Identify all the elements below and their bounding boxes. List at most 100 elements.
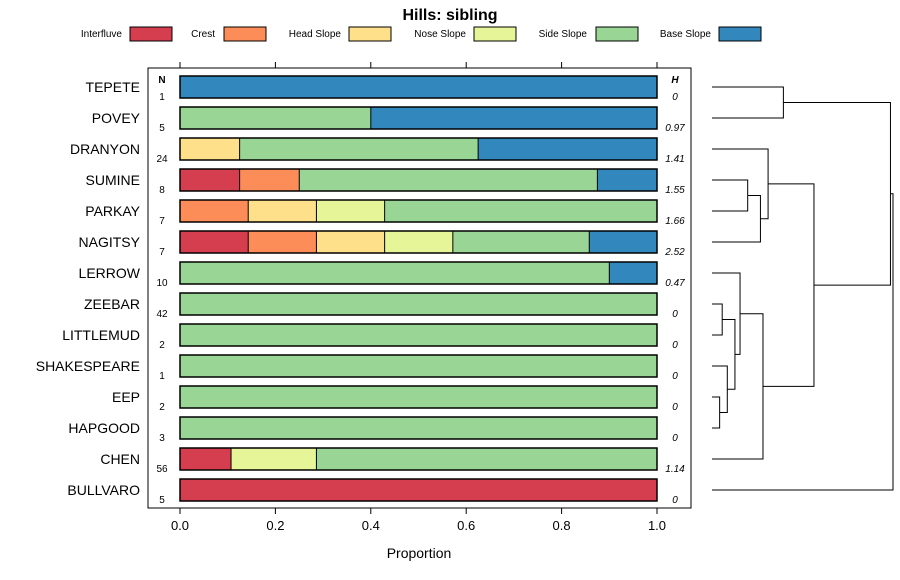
- dendrogram-branch: [712, 272, 741, 355]
- bar-outline: [179, 137, 658, 161]
- bar-outline: [179, 292, 658, 316]
- row-h-value: 2.52: [664, 247, 685, 258]
- row-n-value: 10: [156, 278, 168, 289]
- dendrogram-branch: [712, 193, 894, 491]
- plot-frame: [147, 67, 692, 509]
- bar-segment: [384, 231, 453, 253]
- bar-segment: [478, 138, 657, 160]
- bar-segment: [370, 107, 657, 129]
- row-h-value: 0: [672, 402, 678, 413]
- bar-outline: [179, 230, 658, 254]
- n-column-header: N: [158, 75, 165, 86]
- bar-outline: [179, 168, 658, 192]
- dendrogram-branch: [712, 86, 784, 119]
- bar-segment: [589, 231, 658, 253]
- row-label: SHAKESPEARE: [36, 358, 140, 374]
- bar-outline: [179, 416, 658, 440]
- bar-segment: [597, 169, 657, 191]
- row-label: SUMINE: [86, 172, 140, 188]
- row-h-value: 0.47: [665, 278, 685, 289]
- x-tick-label: 0.8: [553, 518, 571, 533]
- row-label: CHEN: [100, 451, 140, 467]
- bar-segment: [180, 417, 657, 439]
- row-h-value: 0.97: [665, 123, 685, 134]
- row-h-value: 1.41: [665, 154, 684, 165]
- legend-swatch: [718, 26, 762, 42]
- x-axis: 0.0 0.2 0.4 0.6 0.8 1.0: [171, 508, 666, 533]
- bar-outline: [179, 354, 658, 378]
- bar-outline: [179, 478, 658, 502]
- bar-segment: [299, 169, 598, 191]
- bar-segment: [180, 293, 657, 315]
- bar-segment: [248, 200, 317, 222]
- dendrogram-branch: [783, 102, 891, 286]
- legend-swatch: [129, 26, 173, 42]
- row-h-value: 0: [672, 495, 678, 506]
- row-n-value: 24: [156, 154, 168, 165]
- bar-segment: [239, 138, 479, 160]
- legend: Interfluve Crest Head Slope Nose Slope Side …: [81, 26, 762, 42]
- row-h-value: 1.14: [665, 464, 685, 475]
- bar-segment: [248, 231, 317, 253]
- dendrogram-branch: [712, 179, 749, 212]
- bar-segment: [180, 448, 232, 470]
- legend-swatch: [473, 26, 517, 42]
- bar-segment: [180, 169, 240, 191]
- bar-segment: [180, 262, 610, 284]
- dendrogram-branch: [762, 183, 815, 387]
- legend-label: Base Slope: [660, 29, 712, 40]
- bar-segment: [180, 324, 657, 346]
- bar-segment: [180, 138, 240, 160]
- bar-outline: [179, 75, 658, 99]
- row-n-value: 3: [159, 433, 165, 444]
- row-n-value: 1: [159, 371, 165, 382]
- top-axis-ticks: [179, 62, 658, 68]
- legend-swatch: [348, 26, 392, 42]
- row-n-value: 1: [159, 92, 165, 103]
- row-label: BULLVARO: [67, 482, 140, 498]
- bar-segment: [180, 355, 657, 377]
- x-axis-label: Proportion: [387, 545, 452, 561]
- legend-swatch: [223, 26, 267, 42]
- row-h-value: 0: [672, 340, 678, 351]
- dendrogram-branch: [722, 319, 736, 390]
- row-label: LITTLEMUD: [62, 327, 140, 343]
- dendrogram-branch: [712, 303, 723, 336]
- dendrogram-branch: [712, 148, 769, 220]
- bar-segment: [316, 200, 385, 222]
- row-n-value: 7: [159, 247, 165, 258]
- bar-outline: [179, 106, 658, 130]
- bar-outline: [179, 385, 658, 409]
- x-tick-label: 0.4: [362, 518, 380, 533]
- dendrogram: [712, 86, 894, 491]
- row-n-value: 2: [159, 402, 165, 413]
- row-h-value: 0: [672, 92, 678, 103]
- legend-label: Side Slope: [539, 29, 588, 40]
- row-label: TEPETE: [86, 79, 140, 95]
- x-tick-label: 0.2: [266, 518, 284, 533]
- legend-label: Interfluve: [81, 29, 123, 40]
- bar-outline: [179, 323, 658, 347]
- row-h-value: 0: [672, 371, 678, 382]
- row-h-value: 0: [672, 433, 678, 444]
- row-label: POVEY: [92, 110, 141, 126]
- bar-segment: [316, 231, 385, 253]
- bar-segment: [609, 262, 657, 284]
- bar-segment: [180, 479, 657, 501]
- dendrogram-branch: [712, 195, 761, 243]
- row-n-value: 7: [159, 216, 165, 227]
- legend-label: Nose Slope: [414, 29, 466, 40]
- bar-segment: [180, 386, 657, 408]
- bar-segment: [180, 231, 249, 253]
- row-n-value: 5: [159, 123, 165, 134]
- bar-outline: [179, 261, 658, 285]
- legend-swatch: [595, 26, 639, 42]
- row-label: NAGITSY: [79, 234, 141, 250]
- bar-outline: [179, 447, 658, 471]
- x-tick-label: 1.0: [648, 518, 666, 533]
- row-label: ZEEBAR: [84, 296, 140, 312]
- row-h-value: 1.66: [665, 216, 685, 227]
- row-n-value: 8: [159, 185, 165, 196]
